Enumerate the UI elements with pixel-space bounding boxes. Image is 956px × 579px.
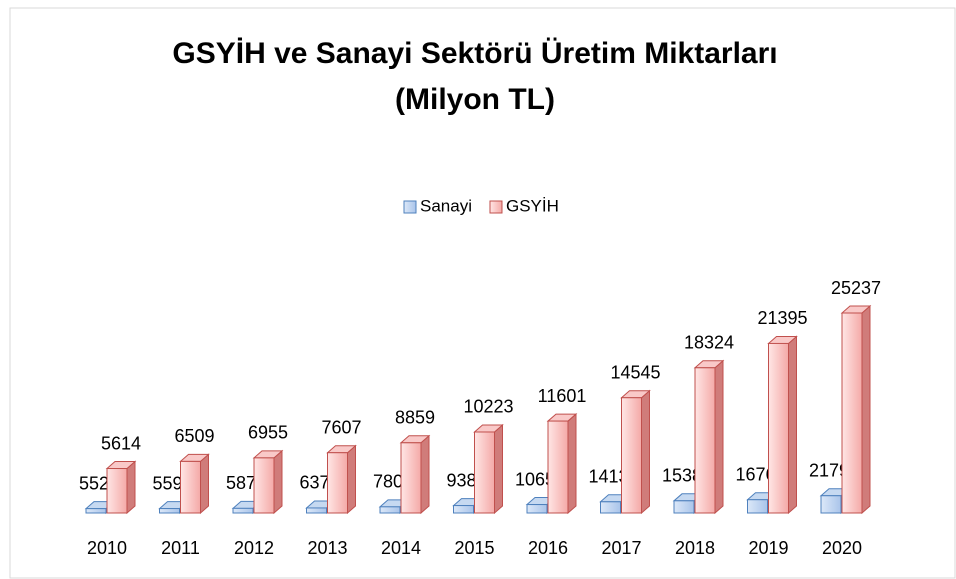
bar bbox=[252, 449, 284, 515]
bar-side bbox=[347, 444, 356, 515]
data-label: 637 bbox=[299, 473, 329, 493]
x-tick-label: 2015 bbox=[454, 538, 494, 558]
data-label: 587 bbox=[226, 473, 256, 493]
bar bbox=[399, 434, 431, 515]
bar bbox=[620, 389, 651, 515]
bar-front bbox=[673, 500, 695, 514]
bar-side bbox=[714, 359, 724, 515]
data-label: 7607 bbox=[321, 417, 361, 437]
data-label: 1413 bbox=[588, 467, 628, 487]
data-label: 8859 bbox=[395, 408, 435, 428]
x-tick-label: 2020 bbox=[822, 538, 862, 558]
bar-side bbox=[273, 449, 283, 515]
bar-front bbox=[747, 499, 768, 514]
bar-side bbox=[788, 335, 797, 515]
legend-label: Sanayi bbox=[420, 196, 472, 215]
data-label: 11601 bbox=[538, 386, 587, 406]
legend-swatch bbox=[489, 200, 503, 214]
bar bbox=[179, 453, 210, 515]
bar-front bbox=[85, 508, 107, 514]
data-label: 1065 bbox=[515, 469, 555, 489]
bar-front bbox=[621, 397, 642, 514]
bar-side bbox=[200, 453, 209, 515]
bar bbox=[105, 460, 137, 515]
bar-front bbox=[820, 495, 842, 514]
data-label: 552 bbox=[79, 473, 109, 493]
x-tick-label: 2016 bbox=[528, 538, 568, 558]
bar bbox=[693, 359, 725, 515]
chart-title: (Milyon TL) bbox=[395, 83, 555, 116]
bar bbox=[546, 412, 578, 515]
bar-front bbox=[453, 505, 474, 514]
data-label: 5614 bbox=[101, 433, 141, 453]
bar-front bbox=[600, 501, 621, 514]
x-tick-label: 2010 bbox=[87, 538, 127, 558]
data-label: 6509 bbox=[174, 426, 214, 446]
data-label: 938 bbox=[446, 470, 476, 490]
x-tick-label: 2012 bbox=[234, 538, 274, 558]
bar-front bbox=[474, 431, 495, 514]
bar-side bbox=[567, 412, 577, 515]
bar bbox=[767, 335, 798, 515]
bar-side bbox=[641, 389, 650, 515]
bar-front bbox=[106, 468, 128, 514]
bar-front bbox=[768, 342, 789, 514]
bar-side bbox=[126, 460, 136, 515]
bar-front bbox=[400, 442, 422, 514]
bar-side bbox=[494, 423, 503, 515]
x-tick-label: 2017 bbox=[601, 538, 641, 558]
bar-front bbox=[694, 367, 716, 514]
chart-title: GSYİH ve Sanayi Sektörü Üretim Miktarlar… bbox=[172, 37, 777, 70]
data-label: 1538 bbox=[662, 466, 702, 486]
legend-swatch bbox=[403, 200, 417, 214]
data-label: 6955 bbox=[248, 423, 288, 443]
bar-front bbox=[306, 507, 327, 514]
data-label: 2179 bbox=[809, 460, 849, 480]
bar-front bbox=[327, 452, 348, 514]
data-label: 25237 bbox=[831, 278, 881, 298]
legend-label: GSYİH bbox=[506, 196, 559, 215]
bar-front bbox=[526, 504, 548, 514]
bar-side bbox=[420, 434, 430, 515]
bar-front bbox=[232, 507, 254, 514]
bar-front bbox=[180, 460, 201, 514]
data-label: 780 bbox=[373, 472, 403, 492]
bar-side bbox=[861, 304, 871, 515]
data-label: 559 bbox=[152, 473, 182, 493]
bar bbox=[473, 423, 504, 515]
data-label: 21395 bbox=[757, 308, 807, 328]
x-tick-label: 2014 bbox=[381, 538, 421, 558]
x-tick-label: 2019 bbox=[748, 538, 788, 558]
x-tick-label: 2013 bbox=[307, 538, 347, 558]
bar bbox=[326, 444, 357, 515]
x-tick-label: 2018 bbox=[675, 538, 715, 558]
data-label: 14545 bbox=[610, 362, 660, 382]
bar-front bbox=[379, 506, 401, 514]
bar-front bbox=[841, 312, 863, 514]
bar bbox=[840, 304, 872, 515]
bar-front bbox=[253, 457, 275, 514]
x-tick-label: 2011 bbox=[161, 538, 200, 558]
bar-front bbox=[159, 508, 180, 514]
data-label: 10223 bbox=[463, 397, 513, 417]
data-label: 1676 bbox=[735, 464, 775, 484]
data-label: 18324 bbox=[684, 333, 734, 353]
bar-front bbox=[547, 420, 569, 514]
